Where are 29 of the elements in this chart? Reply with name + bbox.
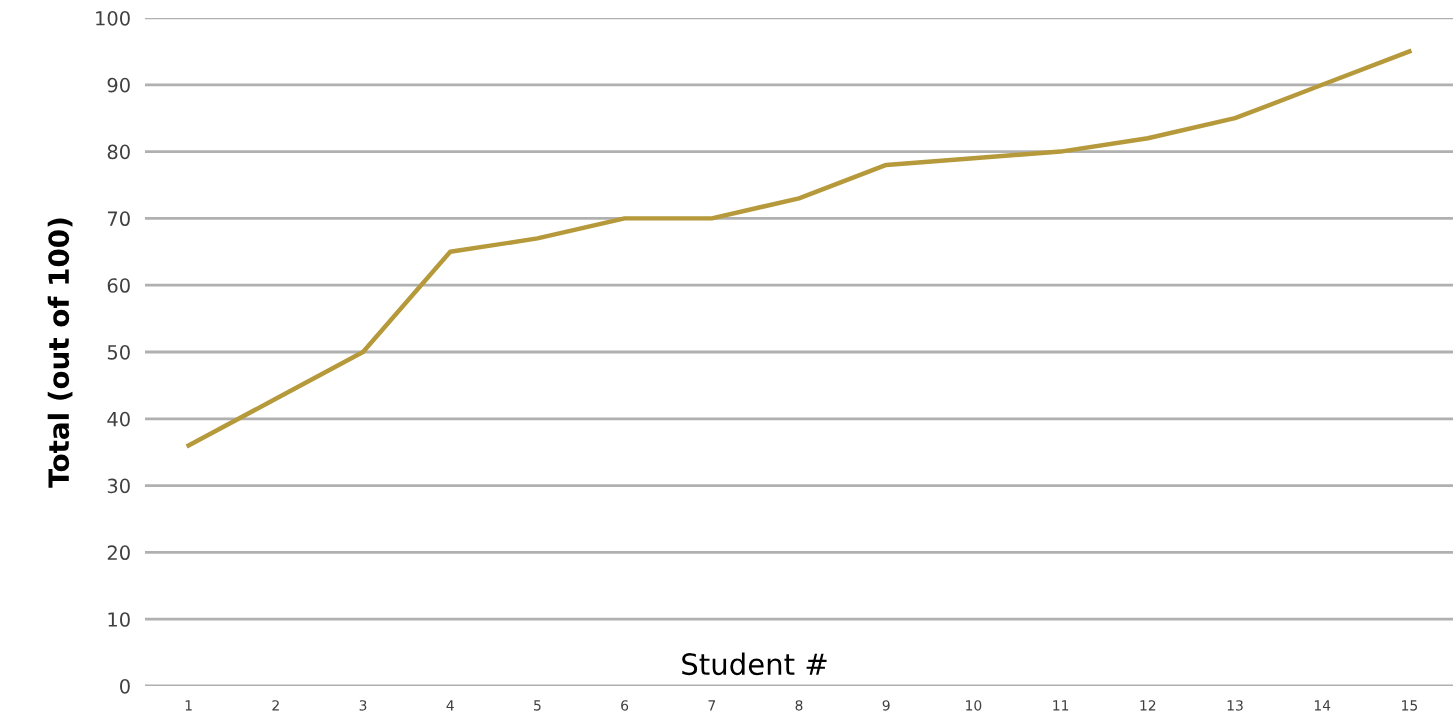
x-tick-label: 9 — [882, 700, 890, 711]
x-tick-label: 11 — [1053, 700, 1069, 711]
x-tick-label: 1 — [185, 700, 192, 711]
x-tick-label: 12 — [1140, 700, 1156, 711]
x-tick-label: 2 — [272, 700, 279, 711]
x-tick-label: 15 — [1402, 700, 1418, 711]
x-axis-title: Student # — [682, 652, 827, 676]
x-tick-label: 6 — [621, 700, 629, 711]
x-tick-label: 3 — [359, 700, 367, 711]
x-tick-label: 13 — [1227, 700, 1243, 711]
x-tick-label: 8 — [795, 700, 803, 711]
x-tick-label: 7 — [708, 700, 716, 711]
y-tick-label: 0 — [120, 678, 130, 694]
line-series — [186, 49, 1412, 448]
y-tick-label: 40 — [107, 411, 130, 427]
y-tick-label: 10 — [108, 612, 130, 627]
y-tick-label: 90 — [107, 77, 130, 93]
y-tick-label: 60 — [107, 278, 130, 293]
x-tick-label: 5 — [534, 700, 541, 711]
x-tick-label: 14 — [1314, 700, 1331, 711]
y-tick-label: 20 — [107, 545, 130, 561]
y-tick-label: 80 — [107, 144, 130, 160]
y-axis-title: Total (out of 100) — [47, 218, 73, 488]
y-tick-label: 70 — [107, 211, 130, 227]
x-tick-label: 10 — [966, 700, 982, 711]
y-tick-label: 100 — [96, 10, 130, 26]
y-tick-label: 50 — [107, 344, 130, 360]
x-tick-label: 4 — [446, 700, 454, 711]
y-tick-label: 30 — [107, 478, 130, 494]
